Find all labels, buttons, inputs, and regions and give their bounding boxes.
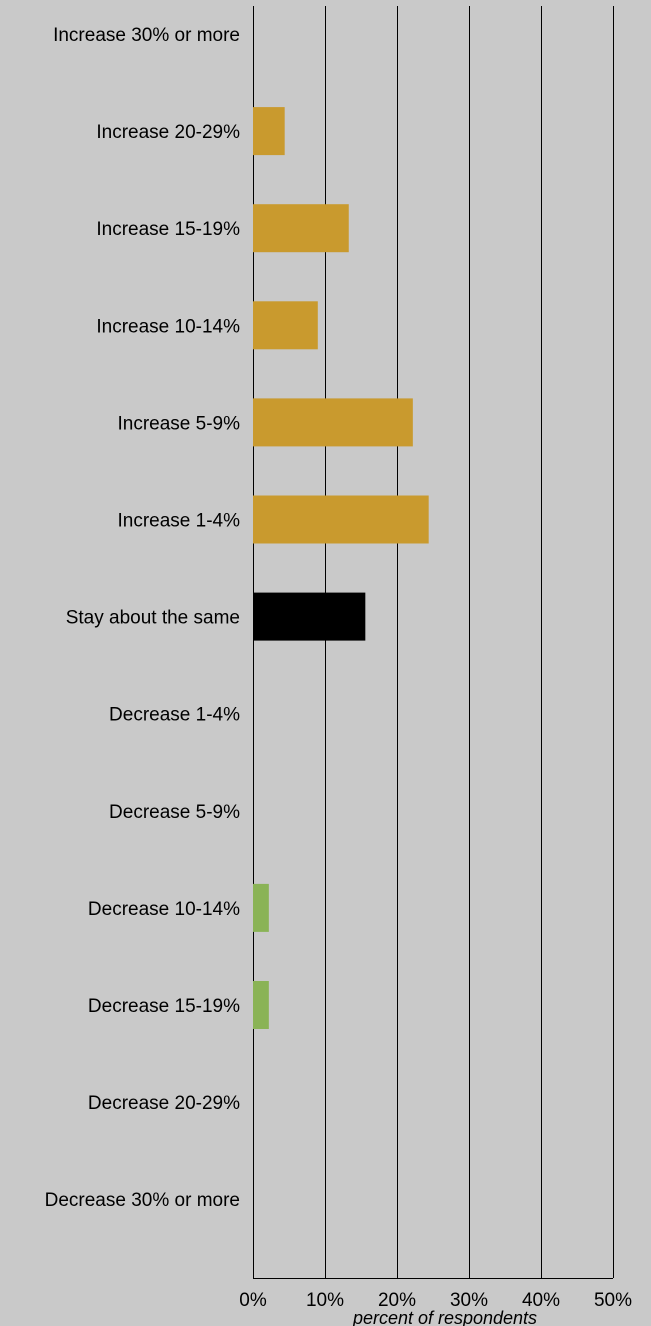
category-label: Increase 10-14% xyxy=(96,316,240,337)
category-label: Decrease 1-4% xyxy=(109,705,240,726)
category-label: Increase 30% or more xyxy=(53,25,240,46)
x-tick-label: 30% xyxy=(450,1290,488,1311)
x-axis-title: percent of respondents xyxy=(352,1308,537,1326)
category-label: Decrease 15-19% xyxy=(88,996,240,1017)
x-tick-labels: 0% 10% 20% 30% 40% 50% xyxy=(239,1290,632,1311)
category-label: Decrease 20-29% xyxy=(88,1093,240,1114)
bar xyxy=(253,204,349,253)
bar xyxy=(253,398,413,447)
category-labels: Increase 30% or more Increase 20-29% Incre… xyxy=(45,25,240,1211)
bar xyxy=(253,981,269,1029)
x-tick-label: 50% xyxy=(594,1290,632,1311)
category-label: Increase 5-9% xyxy=(117,413,240,434)
category-label: Increase 1-4% xyxy=(117,511,240,532)
bar xyxy=(253,495,429,544)
category-label: Stay about the same xyxy=(66,608,240,629)
category-label: Decrease 5-9% xyxy=(109,802,240,823)
bar xyxy=(253,592,366,641)
x-tick-label: 20% xyxy=(378,1290,416,1311)
x-tick-label: 10% xyxy=(306,1290,344,1311)
bar xyxy=(253,301,318,350)
category-label: Increase 15-19% xyxy=(96,219,240,240)
category-label: Decrease 30% or more xyxy=(45,1190,240,1211)
category-label: Decrease 10-14% xyxy=(88,899,240,920)
category-label: Increase 20-29% xyxy=(96,122,240,143)
gridlines xyxy=(253,6,614,1279)
bar xyxy=(253,883,269,932)
x-tick-label: 40% xyxy=(522,1290,560,1311)
x-tick-label: 0% xyxy=(239,1290,267,1311)
bar xyxy=(253,107,285,156)
bars xyxy=(253,107,429,1029)
